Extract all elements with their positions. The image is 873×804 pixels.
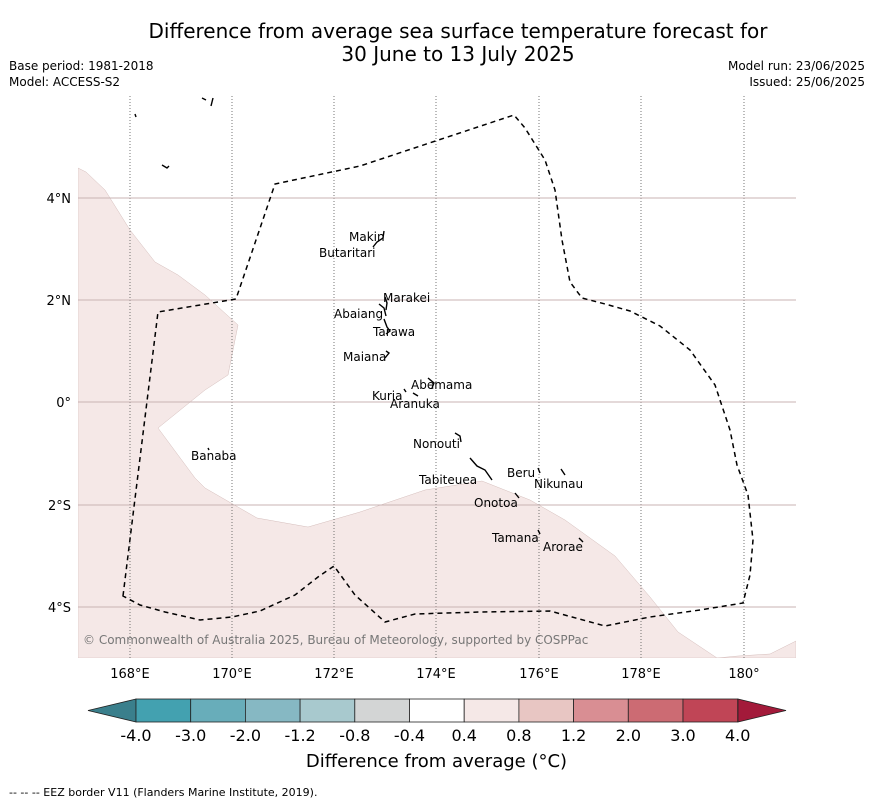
colorbar-tick-label: 4.0 — [724, 726, 751, 745]
colorbar-tick-label: -1.2 — [284, 726, 316, 745]
colorbar-tick-label: -3.0 — [175, 726, 207, 745]
lon-tick-label: 172°E — [314, 667, 354, 682]
colorbar — [87, 698, 787, 723]
lat-tick-label: 0° — [56, 396, 71, 411]
model-name: Model: ACCESS-S2 — [9, 75, 121, 89]
colorbar-box — [190, 698, 246, 723]
eez-footnote: -- -- -- EEZ border V11 (Flanders Marine… — [9, 786, 318, 799]
place-label-tamana: Tamana — [491, 531, 539, 545]
colorbar-box — [682, 698, 739, 723]
lon-tick-label: 170°E — [212, 667, 252, 682]
colorbar-under-arrow — [87, 698, 137, 723]
lat-tick-label: 4°S — [48, 601, 71, 616]
place-label-aranuka: Aranuka — [390, 397, 440, 411]
colorbar-tick-label: 1.2 — [560, 726, 587, 745]
latitude-ticks: 4°N 2°N 0° 2°S 4°S — [47, 192, 72, 616]
meridian-gridlines — [129, 96, 745, 658]
colorbar-tick-label: 0.4 — [451, 726, 477, 745]
lat-tick-label: 4°N — [47, 192, 72, 207]
lon-tick-label: 176°E — [519, 667, 559, 682]
place-label-maiana: Maiana — [343, 350, 386, 364]
colorbar-box — [518, 698, 575, 723]
colorbar-box — [354, 698, 410, 723]
coastlines — [134, 97, 584, 543]
warm-anomaly-region — [78, 167, 718, 658]
colorbar-tick-label: 3.0 — [670, 726, 696, 745]
place-label-marakei: Marakei — [383, 291, 430, 305]
lon-tick-label: 168°E — [110, 667, 150, 682]
place-label-tabiteuea: Tabiteuea — [418, 473, 477, 487]
colorbar-box — [299, 698, 356, 723]
place-label-beru: Beru — [507, 466, 535, 480]
colorbar-box — [244, 698, 301, 723]
lon-tick-label: 178°E — [621, 667, 661, 682]
longitude-ticks: 168°E 170°E 172°E 174°E 176°E 178°E 180° — [110, 667, 759, 682]
lat-tick-label: 2°N — [47, 294, 72, 309]
colorbar-box — [627, 698, 684, 723]
colorbar-boxes — [135, 698, 739, 723]
colorbar-box — [463, 698, 520, 723]
place-label-arorae: Arorae — [543, 540, 583, 554]
place-labels: Makin Butaritari Marakei Abaiang Tarawa … — [191, 230, 583, 554]
model-run: Model run: 23/06/2025 — [727, 59, 865, 73]
place-label-butaritari: Butaritari — [319, 246, 376, 260]
colorbar-box — [573, 698, 629, 723]
colorbar-tick-label: -0.4 — [393, 726, 426, 745]
model-info: Base period: 1981-2018 Model: ACCESS-S2 — [9, 58, 154, 90]
place-label-abemama: Abemama — [411, 378, 472, 392]
eez-border — [122, 114, 754, 627]
map-panel — [78, 96, 796, 658]
colorbar-title: Difference from average (°C) — [305, 751, 568, 772]
colorbar-tick-label: -4.0 — [120, 726, 152, 745]
place-label-banaba: Banaba — [191, 449, 237, 463]
issued-date: Issued: 25/06/2025 — [749, 75, 865, 89]
colorbar-box — [409, 698, 465, 723]
colorbar-tick-label: -2.0 — [229, 726, 261, 745]
run-info: Model run: 23/06/2025 Issued: 25/06/2025 — [728, 58, 865, 90]
title-line-1: Difference from average sea surface temp… — [148, 19, 768, 43]
warm-anomaly-region-east — [716, 640, 796, 658]
place-label-kuria: Kuria — [372, 389, 403, 403]
base-period: Base period: 1981-2018 — [9, 59, 154, 73]
place-label-makin: Makin — [349, 230, 385, 244]
lat-tick-label: 2°S — [48, 499, 71, 514]
colorbar-tick-label: 0.8 — [506, 726, 532, 745]
title-line-2: 30 June to 13 July 2025 — [341, 42, 575, 66]
place-label-nikunau: Nikunau — [534, 477, 583, 491]
colorbar-box — [135, 698, 192, 723]
copyright-notice: © Commonwealth of Australia 2025, Bureau… — [83, 633, 588, 647]
place-label-tarawa: Tarawa — [372, 325, 415, 339]
lon-tick-label: 180° — [728, 667, 759, 682]
parallel-gridlines — [78, 197, 796, 608]
map-title: Difference from average sea surface temp… — [108, 20, 808, 66]
colorbar-tick-label: -0.8 — [339, 726, 371, 745]
place-label-onotoa: Onotoa — [474, 496, 518, 510]
place-label-abaiang: Abaiang — [334, 307, 383, 321]
colorbar-tick-label: 2.0 — [615, 726, 642, 745]
colorbar-over-arrow — [737, 698, 787, 723]
place-label-nonouti: Nonouti — [413, 437, 460, 451]
lon-tick-label: 174°E — [416, 667, 456, 682]
